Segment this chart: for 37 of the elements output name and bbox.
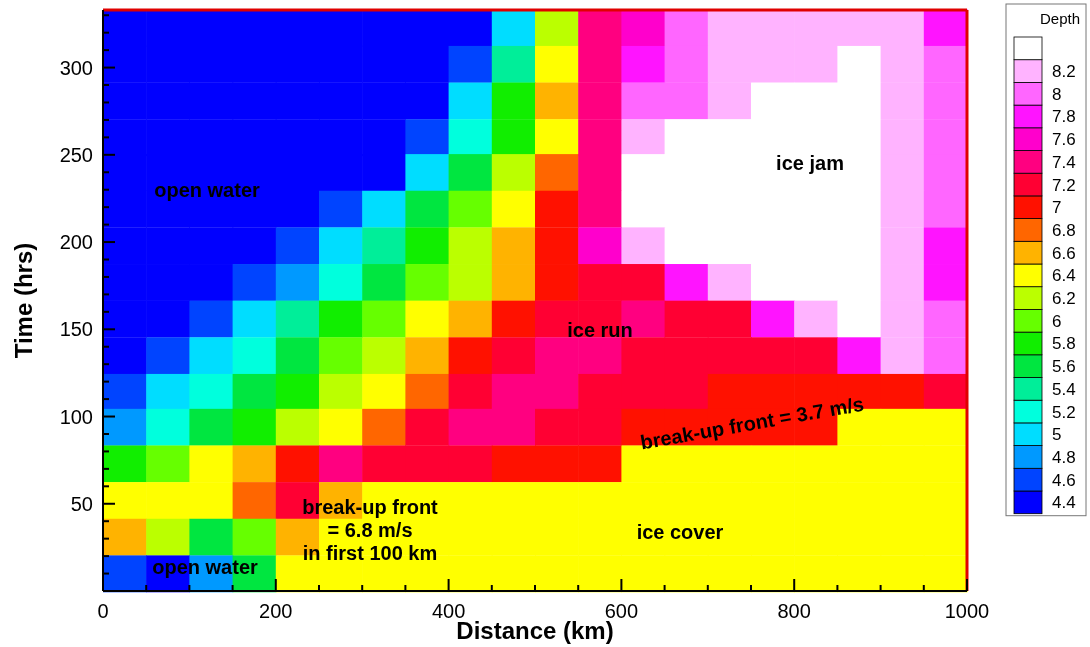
- y-tick-label: 300: [59, 56, 93, 79]
- color-bar-label: 8.2: [1052, 62, 1076, 81]
- color-bar-label: 6.6: [1052, 243, 1076, 263]
- color-bar-label: 7.6: [1052, 130, 1076, 150]
- color-bar-label: 5.2: [1052, 402, 1076, 422]
- x-tick-label: 800: [777, 600, 811, 622]
- y-tick-label: 150: [59, 318, 93, 341]
- color-bar-label: 7: [1052, 198, 1062, 218]
- color-bar-label: 6.2: [1052, 289, 1076, 308]
- color-bar-title: Depth: [1039, 10, 1080, 27]
- color-bar-label: 6.4: [1052, 266, 1076, 286]
- annotation: ice run: [567, 319, 633, 341]
- color-bar-label: 7.4: [1052, 152, 1076, 172]
- x-tick-label: 200: [259, 600, 293, 622]
- x-tick-label: 0: [97, 600, 109, 622]
- color-bar-label: 7.8: [1052, 107, 1076, 127]
- color-bar-label: 4.6: [1052, 470, 1076, 490]
- color-bar-label: 5.8: [1052, 334, 1076, 354]
- color-bar-label: 4.8: [1052, 447, 1076, 467]
- color-bar-label: 4.4: [1052, 493, 1076, 513]
- annotation: ice jam: [776, 152, 844, 174]
- y-tick-label: 250: [59, 143, 93, 166]
- annotation: break-up front = 3.7 m/s: [638, 392, 866, 454]
- color-bar-label: 5.6: [1052, 357, 1076, 377]
- color-bar-label: 7.2: [1052, 175, 1076, 195]
- color-bar-label: 5.4: [1052, 379, 1076, 399]
- x-tick-label: 1000: [944, 600, 990, 622]
- y-axis-title: Time (hrs): [10, 242, 37, 359]
- color-bar-label: 6.8: [1052, 220, 1076, 240]
- color-bar-label: 5: [1052, 425, 1062, 445]
- y-tick-label: 200: [59, 231, 93, 254]
- annotation: ice cover: [636, 521, 724, 543]
- y-tick-label: 50: [70, 492, 93, 515]
- color-bar-label: 8: [1052, 84, 1062, 104]
- annotation: open water: [154, 179, 260, 201]
- y-tick-label: 100: [59, 405, 93, 428]
- color-bar-label: 6: [1052, 311, 1062, 331]
